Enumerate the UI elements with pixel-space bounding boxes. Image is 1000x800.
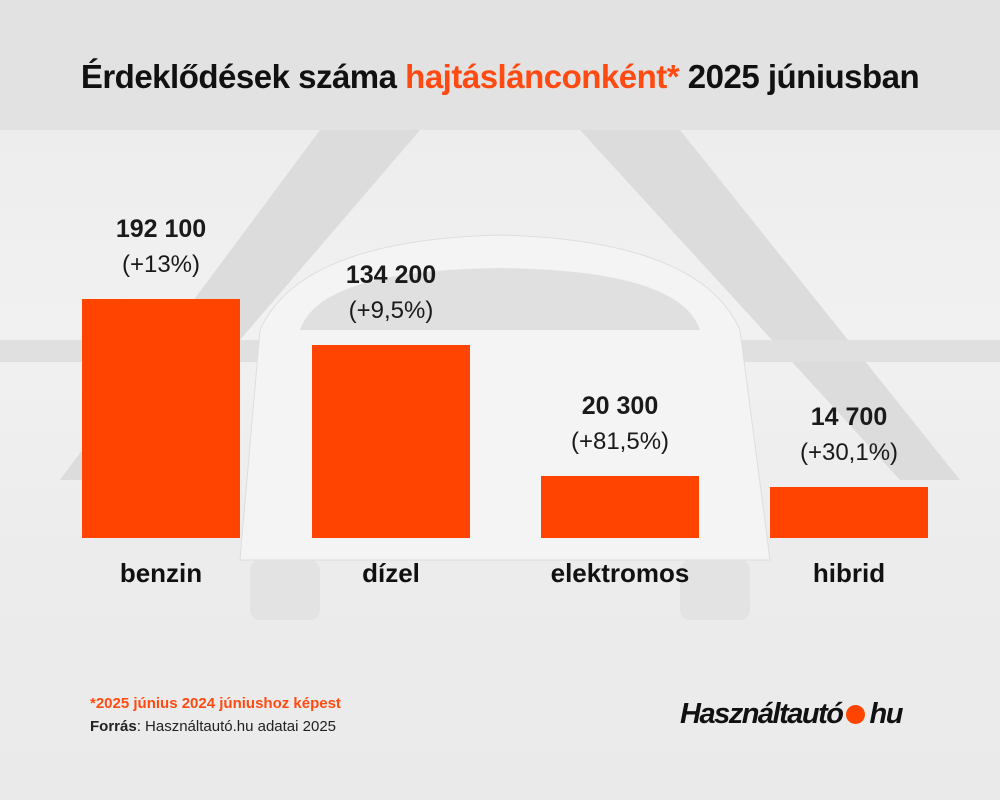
value-label: 14 700 [810,402,888,431]
source-label: Forrás [90,718,137,735]
bar-elektromos [541,475,699,538]
change-label: (+9,5%) [348,297,434,325]
value-label: 192 100 [115,215,207,243]
change-label: (+13%) [121,251,201,278]
bar-dízel [312,345,470,538]
logo-dot-icon [846,705,866,724]
category-label: dízel [362,558,420,588]
value-label: 20 300 [581,391,659,420]
change-label: (+30,1%) [799,438,899,466]
source-text: : Használtautó.hu adatai 2025 [136,718,337,735]
change-label: (+81,5%) [570,427,670,455]
bar-hibrid [770,486,928,538]
category-label: elektromos [550,558,690,588]
title-text-end: 2025 júniusban [679,58,920,95]
source-line: Forrás: Használtautó.hu adatai 2025 [90,718,336,735]
footnote: *2025 június 2024 júniushoz képest [90,695,341,712]
category-label: benzin [119,558,203,588]
category-label: hibrid [812,558,886,588]
title-highlight: hajtáslánconként* [405,58,680,95]
logo-text-hu: hu [869,698,903,730]
chart-title: Érdeklődések száma hajtáslánconként* 202… [0,58,1000,96]
logo: Használtautó hu [680,698,903,731]
logo-text: Használtautó [680,698,844,730]
title-text: Érdeklődések száma [80,58,406,95]
value-label: 134 200 [345,261,437,290]
bar-benzin [82,299,240,538]
